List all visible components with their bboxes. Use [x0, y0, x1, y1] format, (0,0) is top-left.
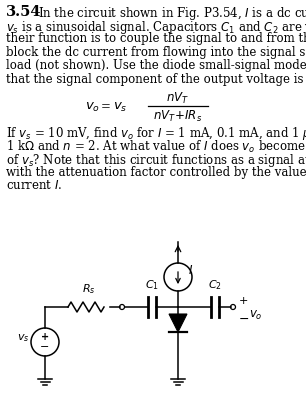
Text: $v_o$: $v_o$ [249, 309, 263, 322]
Text: −: − [239, 312, 249, 326]
Text: of $v_s$? Note that this circuit functions as a signal attenuator: of $v_s$? Note that this circuit functio… [6, 152, 306, 169]
Text: 1 k$\Omega$ and $n$ = 2. At what value of $I$ does $v_o$ become one-half: 1 k$\Omega$ and $n$ = 2. At what value o… [6, 138, 306, 155]
Text: load (not shown). Use the diode small-signal model to show: load (not shown). Use the diode small-si… [6, 59, 306, 72]
Text: If $v_s$ = 10 mV, find $v_o$ for $I$ = 1 mA, 0.1 mA, and 1 $\mu$A. Let $R_s$ =: If $v_s$ = 10 mV, find $v_o$ for $I$ = 1… [6, 125, 306, 142]
Text: $v_s$ is a sinusoidal signal. Capacitors $C_1$ and $C_2$ are very large;: $v_s$ is a sinusoidal signal. Capacitors… [6, 18, 306, 35]
Text: $v_s$: $v_s$ [113, 100, 128, 113]
Text: In the circuit shown in Fig. P3.54, $I$ is a dc current and: In the circuit shown in Fig. P3.54, $I$ … [38, 5, 306, 22]
Text: $v_o$: $v_o$ [85, 100, 100, 113]
Text: +: + [41, 332, 49, 342]
Text: $nV_T$: $nV_T$ [166, 90, 189, 106]
Text: with the attenuation factor controlled by the value of the dc: with the attenuation factor controlled b… [6, 166, 306, 178]
Text: $R_s$: $R_s$ [82, 282, 96, 296]
Text: $nV_T\!+\!IR_s$: $nV_T\!+\!IR_s$ [153, 108, 203, 123]
Text: =: = [101, 100, 111, 113]
Text: current $I$.: current $I$. [6, 179, 62, 192]
Text: $I$: $I$ [188, 264, 193, 277]
Text: that the signal component of the output voltage is: that the signal component of the output … [6, 73, 304, 85]
Text: block the dc current from flowing into the signal source or the: block the dc current from flowing into t… [6, 45, 306, 58]
Text: $v_s$: $v_s$ [17, 332, 29, 344]
Text: $C_1$: $C_1$ [145, 278, 159, 292]
Text: −: − [40, 342, 50, 352]
Text: 3.54: 3.54 [6, 5, 42, 19]
Text: their function is to couple the signal to and from the diode but: their function is to couple the signal t… [6, 32, 306, 45]
Text: +: + [239, 296, 248, 306]
Text: $C_2$: $C_2$ [208, 278, 222, 292]
Polygon shape [169, 314, 187, 332]
